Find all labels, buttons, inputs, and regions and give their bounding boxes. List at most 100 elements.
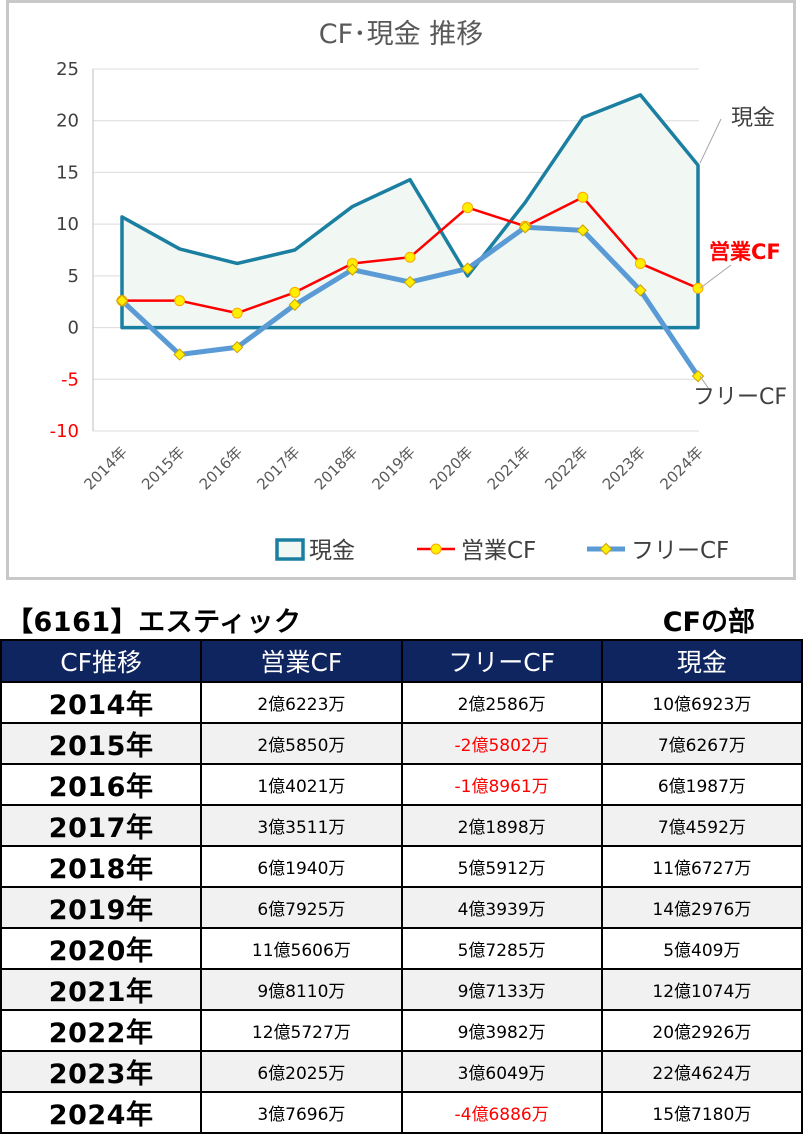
x-tick-label: 2019年 <box>368 443 418 493</box>
year-cell: 2017年 <box>0 804 203 847</box>
series-cash-area <box>120 93 700 330</box>
free-cf-cell: 9億3982万 <box>400 1009 603 1052</box>
y-tick-label: 10 <box>56 214 79 235</box>
chart-frame: CF･現金 推移 25 20 15 10 5 0 -5 -10 2014年 2015年 2016年 20… <box>6 0 796 580</box>
free-cf-point <box>115 294 129 307</box>
free-cf-cell: 9億7133万 <box>400 968 603 1011</box>
x-tick-label: 2024年 <box>656 443 706 493</box>
cash-cell: 6億1987万 <box>600 763 803 806</box>
company-name: 【6161】エスティック <box>6 607 302 638</box>
x-tick-label: 2021年 <box>484 443 534 493</box>
table-row: 2018年 6億1940万 5億5912万 11億6727万 <box>0 845 803 888</box>
y-tick-label: -5 <box>61 369 79 390</box>
operating-cf-cell: 12億5727万 <box>200 1009 403 1052</box>
cash-cell: 7億6267万 <box>600 722 803 765</box>
cash-cell: 10億6923万 <box>600 681 803 724</box>
cash-cell: 12億1074万 <box>600 968 803 1011</box>
header-cash: 現金 <box>600 639 803 683</box>
free-cf-cell: 3億6049万 <box>400 1050 603 1093</box>
year-cell: 2024年 <box>0 1091 203 1134</box>
table-row: 2015年 2億5850万 -2億5802万 7億6267万 <box>0 722 803 765</box>
free-cf-point <box>576 224 590 237</box>
x-tick-label: 2015年 <box>138 443 188 493</box>
year-cell: 2015年 <box>0 722 203 765</box>
cash-cell: 22億4624万 <box>600 1050 803 1093</box>
operating-cf-cell: 2億5850万 <box>200 722 403 765</box>
table-row: 2020年 11億5606万 5億7285万 5億409万 <box>0 927 803 970</box>
table-row: 2022年 12億5727万 9億3982万 20億2926万 <box>0 1009 803 1052</box>
free-cf-point <box>230 341 244 354</box>
cash-cell: 7億4592万 <box>600 804 803 847</box>
free-cf-point <box>288 298 302 312</box>
operating-cf-cell: 6億1940万 <box>200 845 403 888</box>
x-tick-label: 2023年 <box>599 443 649 493</box>
operating-cf-point <box>577 191 589 203</box>
free-cf-cell: 5億7285万 <box>400 927 603 970</box>
y-tick-label: 5 <box>68 266 79 287</box>
y-tick-label: 25 <box>56 59 79 80</box>
cash-annotation: 現金 <box>731 106 775 131</box>
legend-operating-cf-marker <box>430 543 442 555</box>
year-cell: 2018年 <box>0 845 203 888</box>
operating-cf-point <box>289 286 301 298</box>
operating-cf-point <box>634 257 646 269</box>
y-tick-label: -10 <box>50 421 79 442</box>
operating-cf-point <box>462 202 474 214</box>
operating-cf-annotation: 営業CF <box>709 240 781 264</box>
header-year: CF推移 <box>0 639 203 683</box>
x-tick-label: 2016年 <box>196 443 246 493</box>
operating-cf-cell: 3億7696万 <box>200 1091 403 1134</box>
year-cell: 2014年 <box>0 681 203 724</box>
table-row: 2021年 9億8110万 9億7133万 12億1074万 <box>0 968 803 1011</box>
cash-cell: 20億2926万 <box>600 1009 803 1052</box>
operating-cf-point <box>174 295 186 307</box>
year-cell: 2021年 <box>0 968 203 1011</box>
operating-cf-leader-line <box>699 264 732 289</box>
y-tick-label: 0 <box>68 318 79 339</box>
table-row: 2023年 6億2025万 3億6049万 22億4624万 <box>0 1050 803 1093</box>
table-row: 2016年 1億4021万 -1億8961万 6億1987万 <box>0 763 803 806</box>
year-cell: 2020年 <box>0 927 203 970</box>
free-cf-point <box>691 369 705 383</box>
operating-cf-cell: 9億8110万 <box>200 968 403 1011</box>
x-tick-label: 2020年 <box>426 443 476 493</box>
x-tick-label: 2022年 <box>541 443 591 493</box>
free-cf-point <box>518 221 532 234</box>
free-cf-cell: 2億1898万 <box>400 804 603 847</box>
free-cf-cell: 5億5912万 <box>400 845 603 888</box>
header-operating-cf: 営業CF <box>200 639 403 683</box>
table-row: 2019年 6億7925万 4億3939万 14億2976万 <box>0 886 803 929</box>
cash-cell: 11億6727万 <box>600 845 803 888</box>
free-cf-cell: -4億6886万 <box>400 1091 603 1134</box>
legend-cash-label: 現金 <box>309 538 355 564</box>
operating-cf-cell: 3億3511万 <box>200 804 403 847</box>
legend-free-cf-label: フリーCF <box>631 538 729 564</box>
header-free-cf: フリーCF <box>400 639 603 683</box>
free-cf-cell: 2億2586万 <box>400 681 603 724</box>
table-row: 2024年 3億7696万 -4億6886万 15億7180万 <box>0 1091 803 1134</box>
operating-cf-cell: 2億6223万 <box>200 681 403 724</box>
y-tick-label: 20 <box>56 111 79 132</box>
legend-free-cf-marker <box>599 542 613 556</box>
table-body: 2014年 2億6223万 2億2586万 10億6923万 2015年 2億5850万 -… <box>0 681 803 1134</box>
operating-cf-point <box>692 282 704 294</box>
year-cell: 2019年 <box>0 886 203 929</box>
x-tick-label: 2017年 <box>253 443 303 493</box>
year-cell: 2023年 <box>0 1050 203 1093</box>
operating-cf-point <box>404 251 416 263</box>
year-cell: 2022年 <box>0 1009 203 1052</box>
cash-leader-line <box>699 118 722 164</box>
free-cf-cell: -2億5802万 <box>400 722 603 765</box>
cash-cell: 15億7180万 <box>600 1091 803 1134</box>
cf-table: CF推移 営業CF フリーCF 現金 2014年 2億6223万 2億2586万 10… <box>0 639 803 1134</box>
table-title-row: 【6161】エスティック CFの部 <box>0 600 803 640</box>
free-cf-point <box>403 275 417 289</box>
free-cf-point <box>346 263 359 276</box>
operating-cf-cell: 6億2025万 <box>200 1050 403 1093</box>
table-row: 2014年 2億6223万 2億2586万 10億6923万 <box>0 681 803 724</box>
free-cf-point <box>634 284 647 297</box>
free-cf-annotation: フリーCF <box>693 385 787 410</box>
free-cf-point <box>461 262 474 275</box>
table-row: 2017年 3億3511万 2億1898万 7億4592万 <box>0 804 803 847</box>
